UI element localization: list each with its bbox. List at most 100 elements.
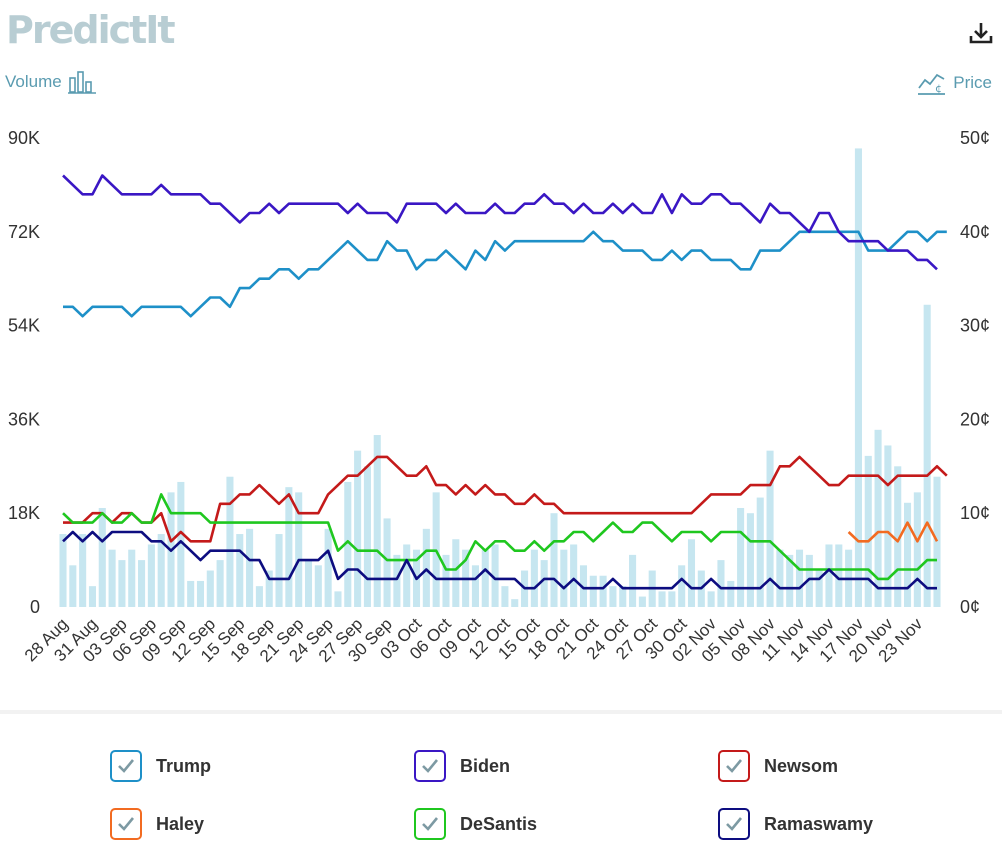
volume-bar [147,544,155,607]
volume-bar [403,544,411,607]
series-line-newsom [63,455,948,543]
volume-bar [746,513,754,607]
predictit-logo: PredictIt [6,8,176,52]
legend-divider [0,710,1002,714]
volume-bar [619,586,627,607]
check-icon [422,817,439,831]
volume-bar [334,591,342,607]
volume-bar [678,565,686,607]
volume-bar [265,570,273,607]
legend-label-haley: Haley [156,813,205,834]
volume-bar [756,497,764,607]
volume-bar [540,560,548,607]
volume-bar [285,487,293,607]
volume-bar [481,549,489,607]
legend-item-ramaswamy[interactable]: Ramaswamy [718,808,873,840]
download-icon[interactable] [966,18,996,48]
volume-bar [560,549,568,607]
price-toggle[interactable]: ¢ Price [917,70,992,96]
volume-bar [236,534,244,607]
volume-bar [98,507,106,607]
legend-item-haley[interactable]: Haley [110,808,204,840]
volume-bar [383,518,391,607]
biden-checkbox[interactable] [414,750,446,782]
volume-bar [638,596,646,607]
volume-bar [471,565,479,607]
volume-bar [668,591,676,607]
volume-bar [570,544,578,607]
volume-bar [88,586,96,607]
volume-bar [766,450,774,607]
legend-item-biden[interactable]: Biden [414,750,510,782]
volume-bar [589,575,597,607]
volume-bar [717,560,725,607]
volume-bar [854,148,862,607]
volume-bar [138,560,146,607]
volume-bar [825,544,833,607]
volume-bar [314,565,322,607]
y-left-tick-label: 18K [8,503,40,523]
volume-bar [727,580,735,607]
volume-bar [344,481,352,607]
volume-bar [737,507,745,607]
volume-bar [815,570,823,607]
volume-label: Volume [5,72,62,91]
volume-bar [511,599,519,607]
volume-bar [776,549,784,607]
volume-bar [118,560,126,607]
volume-bar [373,435,381,607]
volume-bar [923,304,931,607]
ramaswamy-checkbox[interactable] [718,808,750,840]
volume-bar [805,554,813,607]
y-left-tick-label: 72K [8,222,40,242]
legend-item-trump[interactable]: Trump [110,750,211,782]
volume-toggle[interactable]: Volume [5,70,98,94]
y-right-tick-label: 20¢ [960,409,990,429]
volume-bar [786,554,794,607]
check-icon [422,759,439,773]
volume-bar [275,534,283,607]
volume-bar [913,492,921,607]
series-line-haley [847,521,939,543]
volume-bar [422,528,430,607]
volume-bar [246,528,254,607]
haley-checkbox[interactable] [110,808,142,840]
volume-bar [187,580,195,607]
y-left-tick-label: 54K [8,316,40,336]
volume-bar [550,513,558,607]
newsom-checkbox[interactable] [718,750,750,782]
volume-bar [324,528,332,607]
volume-bar [629,554,637,607]
line-chart-icon: ¢ [918,73,946,95]
volume-bar [393,554,401,607]
trump-checkbox[interactable] [110,750,142,782]
desantis-checkbox[interactable] [414,808,446,840]
volume-bar [177,481,185,607]
legend-item-desantis[interactable]: DeSantis [414,808,537,840]
check-icon [726,759,743,773]
volume-bar [904,502,912,607]
volume-bar [894,466,902,607]
volume-bar [609,586,617,607]
check-icon [726,817,743,831]
volume-bar [196,580,205,607]
volume-bar [687,539,696,607]
volume-bar [59,534,67,607]
volume-bar [864,455,872,607]
check-icon [118,817,135,831]
volume-bar [157,534,165,607]
volume-bar [658,591,666,607]
y-left-tick-label: 36K [8,409,40,429]
price-label: Price [953,73,992,92]
y-right-tick-label: 30¢ [960,316,990,336]
check-icon [118,759,135,773]
volume-bar [255,586,263,607]
legend-item-newsom[interactable]: Newsom [718,750,838,782]
y-right-tick-label: 40¢ [960,222,990,242]
volume-bar [79,534,87,607]
volume-bar [795,549,804,607]
volume-bar [304,560,313,607]
volume-bar [874,429,882,607]
y-left-tick-label: 90K [8,128,40,148]
